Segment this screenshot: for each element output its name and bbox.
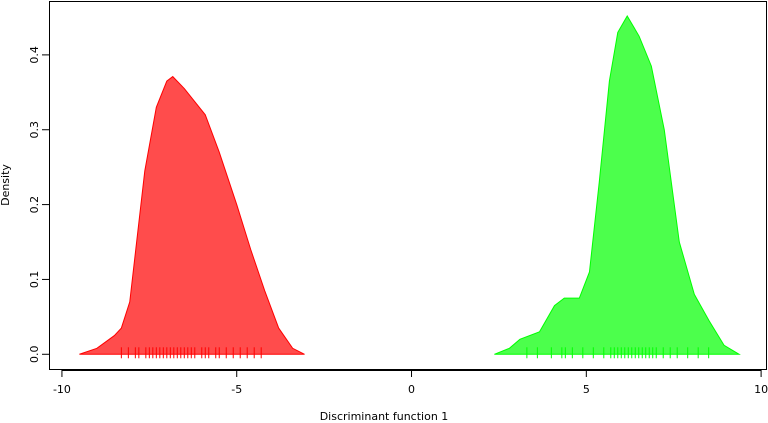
y-axis-label: Density xyxy=(0,164,12,206)
plot-box xyxy=(49,1,767,370)
y-tick-label: 0.3 xyxy=(28,121,41,139)
y-tick-label: 0.0 xyxy=(28,346,41,364)
y-tick-label: 0.2 xyxy=(28,196,41,214)
x-tick-label: -5 xyxy=(231,383,242,396)
y-tick-label: 0.4 xyxy=(28,46,41,64)
x-tick-label: 5 xyxy=(583,383,590,396)
density-area xyxy=(494,14,741,355)
x-tick-label: -10 xyxy=(53,383,71,396)
x-tick-label: 0 xyxy=(408,383,415,396)
density-area xyxy=(79,75,305,355)
x-tick-label: 10 xyxy=(754,383,768,396)
x-axis-label: Discriminant function 1 xyxy=(320,410,449,423)
y-tick-label: 0.1 xyxy=(28,271,41,289)
